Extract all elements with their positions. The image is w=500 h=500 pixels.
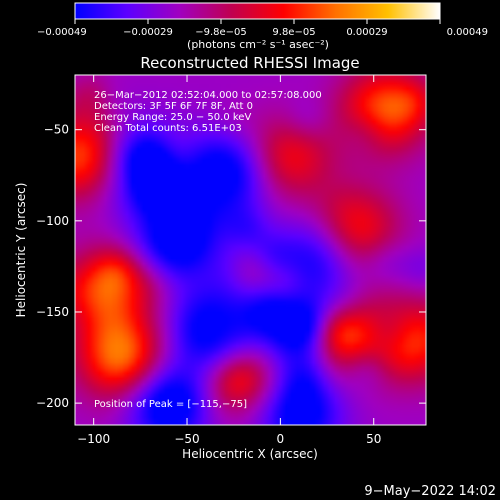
colorbar-ticks: −0.00049 −0.00029 −9.8e−05 9.8e−05 0.00029 0.…: [37, 19, 488, 38]
plot-area: −100 −50 0 50 −50 −100 −150 −200 26−Mar−2012 0…: [36, 74, 427, 446]
annotation-detectors: Detectors: 3F 5F 6F 7F 8F, Att 0: [94, 101, 253, 112]
colorbar-tick-label: 0.00029: [346, 27, 387, 38]
heatmap-image: [75, 75, 426, 425]
footer-timestamp: 9−May−2022 14:02: [364, 484, 496, 499]
y-tick-label: −100: [36, 214, 69, 228]
annotation-energy-range: Energy Range: 25.0 − 50.0 keV: [94, 112, 251, 123]
y-tick-label: −150: [36, 305, 69, 319]
annotation-block: 26−Mar−2012 02:52:04.000 to 02:57:08.000…: [94, 90, 322, 134]
x-tick-label: 0: [277, 432, 285, 446]
y-tick-label: −50: [44, 123, 69, 137]
y-axis-ticks: −50 −100 −150 −200: [36, 123, 426, 410]
x-tick-label: −50: [174, 432, 199, 446]
x-tick-label: −100: [77, 432, 110, 446]
y-axis-label: Heliocentric Y (arcsec): [14, 183, 28, 318]
x-axis-label: Heliocentric X (arcsec): [182, 447, 318, 461]
colorbar-tick-label: −0.00049: [37, 27, 87, 38]
peak-position-label: Position of Peak = [−115,−75]: [94, 399, 247, 410]
colorbar-gradient: [74, 2, 441, 20]
y-tick-label: −200: [36, 396, 69, 410]
x-tick-label: 50: [366, 432, 381, 446]
annotation-total-counts: Clean Total counts: 6.51E+03: [94, 123, 242, 134]
chart-title: Reconstructed RHESSI Image: [140, 54, 359, 72]
colorbar-tick-label: 0.00049: [447, 27, 488, 38]
colorbar-tick-label: −0.00029: [123, 27, 173, 38]
x-axis-ticks: −100 −50 0 50: [77, 75, 381, 446]
colorbar-tick-label: −9.8e−05: [195, 27, 247, 38]
colorbar-unit-label: (photons cm⁻² s⁻¹ asec⁻²): [187, 38, 329, 51]
colorbar-tick-label: 9.8e−05: [272, 27, 315, 38]
plot-frame: [74, 74, 427, 426]
annotation-time-range: 26−Mar−2012 02:52:04.000 to 02:57:08.000: [94, 90, 322, 101]
colorbar: −0.00049 −0.00029 −9.8e−05 9.8e−05 0.00029 0.…: [37, 2, 488, 51]
